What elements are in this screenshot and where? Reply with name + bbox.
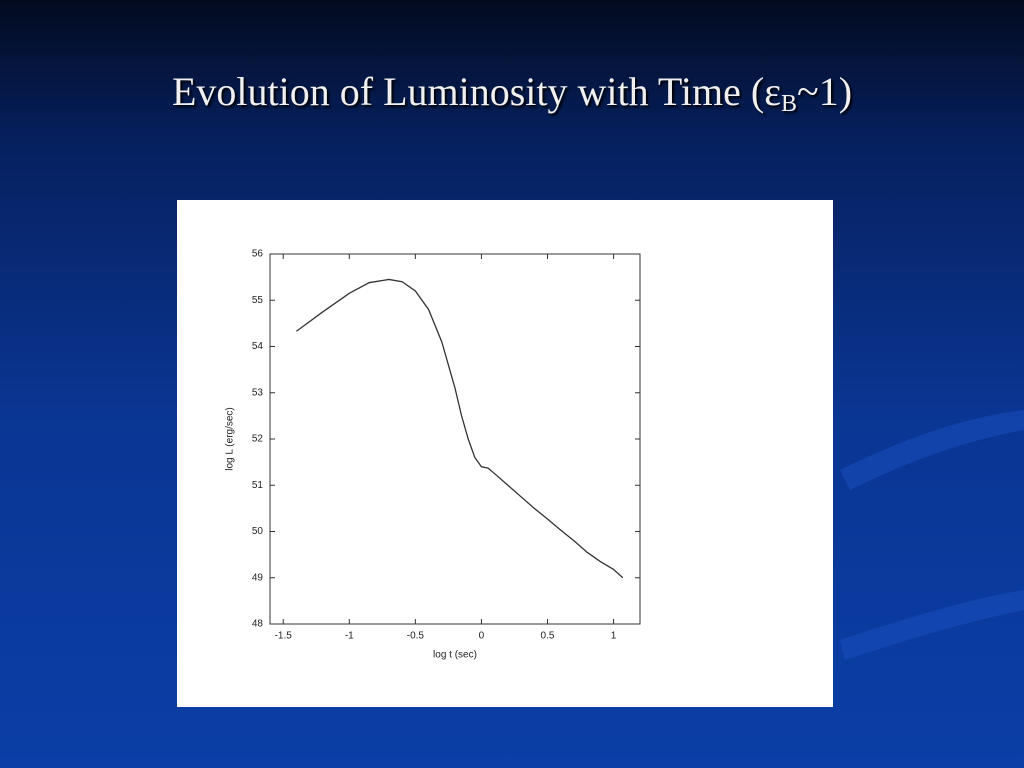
x-axis-label: log t (sec): [433, 650, 477, 661]
title-text: Evolution of Luminosity with Time (ε: [171, 69, 782, 114]
y-tick-label: 51: [252, 480, 264, 491]
x-tick-label: 0.5: [541, 631, 555, 642]
y-tick-label: 48: [252, 619, 264, 630]
x-tick-label: -0.5: [407, 631, 425, 642]
y-axis-label: log L (erg/sec): [225, 407, 236, 471]
y-tick-label: 49: [252, 572, 264, 583]
y-tick-label: 50: [252, 526, 264, 537]
x-tick-label: 0: [479, 631, 485, 642]
y-tick-label: 56: [252, 249, 264, 260]
y-tick-label: 53: [252, 387, 264, 398]
y-tick-label: 55: [252, 295, 264, 306]
decor-swirl: [840, 410, 1024, 490]
title-end: ~1): [797, 69, 853, 114]
y-tick-label: 52: [252, 434, 264, 445]
chart-panel: [177, 200, 833, 707]
decor-swirl: [840, 590, 1024, 660]
x-tick-label: -1.5: [275, 631, 293, 642]
slide-title: Evolution of Luminosity with Time (εB~1): [0, 68, 1024, 118]
x-tick-label: 1: [611, 631, 617, 642]
y-tick-label: 54: [252, 341, 264, 352]
data-line: [296, 278, 624, 579]
x-tick-label: -1: [345, 631, 354, 642]
title-subscript: B: [781, 91, 798, 117]
